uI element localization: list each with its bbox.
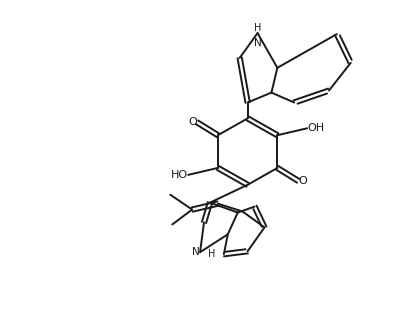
Text: O: O	[298, 176, 307, 186]
Text: H: H	[254, 23, 261, 33]
Text: OH: OH	[307, 123, 324, 133]
Text: HO: HO	[171, 170, 188, 180]
Text: N: N	[192, 247, 200, 257]
Text: N: N	[254, 38, 261, 48]
Text: O: O	[188, 117, 197, 127]
Text: H: H	[208, 249, 215, 259]
